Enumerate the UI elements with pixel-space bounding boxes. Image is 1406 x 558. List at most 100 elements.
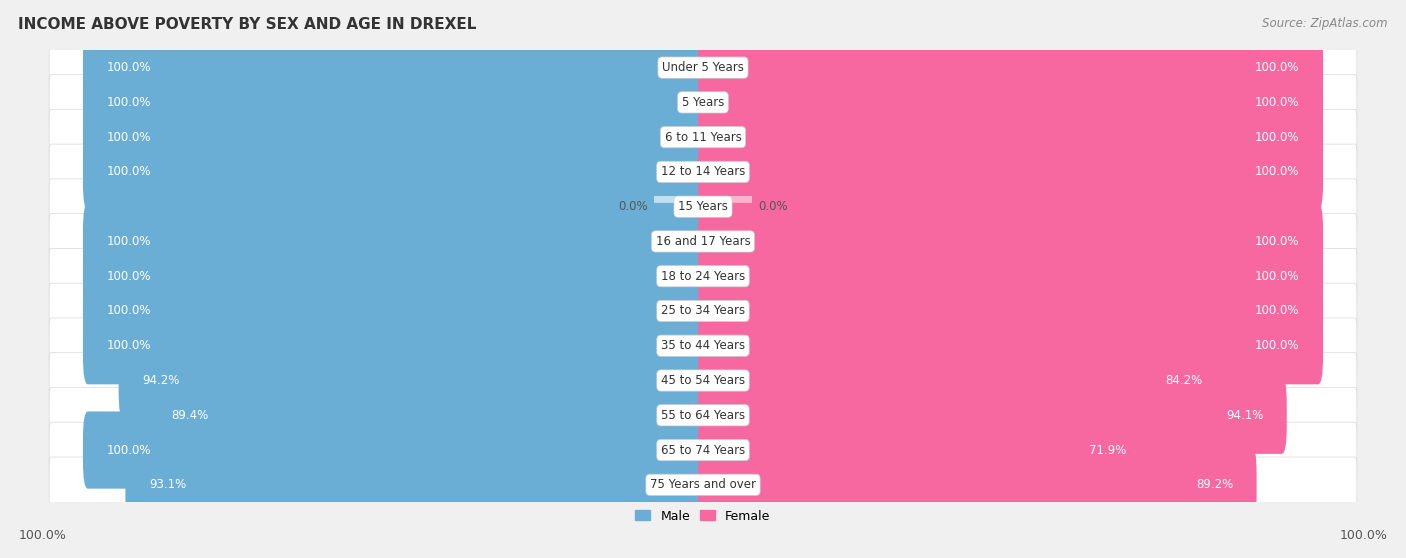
FancyBboxPatch shape xyxy=(49,318,1357,373)
Text: 18 to 24 Years: 18 to 24 Years xyxy=(661,270,745,283)
FancyBboxPatch shape xyxy=(697,99,1323,176)
FancyBboxPatch shape xyxy=(83,238,707,315)
Legend: Male, Female: Male, Female xyxy=(630,504,776,527)
FancyBboxPatch shape xyxy=(49,283,1357,339)
Bar xyxy=(703,300,1319,322)
FancyBboxPatch shape xyxy=(49,144,1357,200)
Text: 35 to 44 Years: 35 to 44 Years xyxy=(661,339,745,352)
Bar xyxy=(703,161,1319,182)
Bar xyxy=(153,405,703,426)
Bar xyxy=(703,196,752,218)
FancyBboxPatch shape xyxy=(148,377,707,454)
FancyBboxPatch shape xyxy=(49,353,1357,408)
FancyBboxPatch shape xyxy=(49,387,1357,443)
FancyBboxPatch shape xyxy=(697,377,1286,454)
Text: 0.0%: 0.0% xyxy=(758,200,787,213)
FancyBboxPatch shape xyxy=(49,248,1357,304)
Bar xyxy=(87,57,703,78)
FancyBboxPatch shape xyxy=(697,238,1323,315)
FancyBboxPatch shape xyxy=(83,307,707,384)
FancyBboxPatch shape xyxy=(49,422,1357,478)
Text: 100.0%: 100.0% xyxy=(1256,165,1299,179)
FancyBboxPatch shape xyxy=(83,29,707,106)
Text: 89.2%: 89.2% xyxy=(1197,478,1233,491)
Bar xyxy=(703,126,1319,148)
Text: 93.1%: 93.1% xyxy=(149,478,186,491)
Bar xyxy=(87,300,703,322)
FancyBboxPatch shape xyxy=(125,446,707,523)
Text: 100.0%: 100.0% xyxy=(107,270,150,283)
Text: 6 to 11 Years: 6 to 11 Years xyxy=(665,131,741,143)
FancyBboxPatch shape xyxy=(49,457,1357,513)
Text: 100.0%: 100.0% xyxy=(107,444,150,456)
Text: 100.0%: 100.0% xyxy=(1256,305,1299,318)
FancyBboxPatch shape xyxy=(697,29,1323,106)
FancyBboxPatch shape xyxy=(49,75,1357,130)
FancyBboxPatch shape xyxy=(49,214,1357,270)
Text: 100.0%: 100.0% xyxy=(107,339,150,352)
Bar xyxy=(703,57,1319,78)
Text: 100.0%: 100.0% xyxy=(107,165,150,179)
Bar xyxy=(703,230,1319,252)
Text: 100.0%: 100.0% xyxy=(107,61,150,74)
Bar xyxy=(703,474,1251,496)
Text: 75 Years and over: 75 Years and over xyxy=(650,478,756,491)
Text: 5 Years: 5 Years xyxy=(682,96,724,109)
Text: 100.0%: 100.0% xyxy=(107,235,150,248)
Bar xyxy=(87,161,703,182)
FancyBboxPatch shape xyxy=(697,272,1323,349)
Text: 100.0%: 100.0% xyxy=(1340,530,1388,542)
Text: 94.2%: 94.2% xyxy=(142,374,180,387)
Bar xyxy=(87,335,703,357)
FancyBboxPatch shape xyxy=(83,411,707,489)
Bar xyxy=(124,370,703,391)
FancyBboxPatch shape xyxy=(83,99,707,176)
FancyBboxPatch shape xyxy=(697,307,1323,384)
Bar xyxy=(703,92,1319,113)
Text: 100.0%: 100.0% xyxy=(1256,270,1299,283)
Text: 100.0%: 100.0% xyxy=(1256,235,1299,248)
Bar xyxy=(703,370,1220,391)
Text: 15 Years: 15 Years xyxy=(678,200,728,213)
Text: 71.9%: 71.9% xyxy=(1090,444,1126,456)
FancyBboxPatch shape xyxy=(83,133,707,210)
Bar xyxy=(703,405,1282,426)
FancyBboxPatch shape xyxy=(697,342,1226,419)
Bar xyxy=(703,335,1319,357)
Text: 100.0%: 100.0% xyxy=(107,131,150,143)
Text: 100.0%: 100.0% xyxy=(1256,131,1299,143)
Text: 100.0%: 100.0% xyxy=(107,96,150,109)
Text: Source: ZipAtlas.com: Source: ZipAtlas.com xyxy=(1263,17,1388,30)
Text: 100.0%: 100.0% xyxy=(107,305,150,318)
Text: 25 to 34 Years: 25 to 34 Years xyxy=(661,305,745,318)
Bar xyxy=(654,196,703,218)
Text: 12 to 14 Years: 12 to 14 Years xyxy=(661,165,745,179)
Bar xyxy=(703,266,1319,287)
Text: 16 and 17 Years: 16 and 17 Years xyxy=(655,235,751,248)
FancyBboxPatch shape xyxy=(49,40,1357,95)
Bar xyxy=(87,230,703,252)
Bar xyxy=(87,92,703,113)
FancyBboxPatch shape xyxy=(697,133,1323,210)
FancyBboxPatch shape xyxy=(118,342,707,419)
FancyBboxPatch shape xyxy=(83,272,707,349)
Text: Under 5 Years: Under 5 Years xyxy=(662,61,744,74)
FancyBboxPatch shape xyxy=(49,109,1357,165)
FancyBboxPatch shape xyxy=(83,203,707,280)
Bar xyxy=(87,266,703,287)
Text: INCOME ABOVE POVERTY BY SEX AND AGE IN DREXEL: INCOME ABOVE POVERTY BY SEX AND AGE IN D… xyxy=(18,17,477,32)
Text: 100.0%: 100.0% xyxy=(1256,339,1299,352)
Text: 65 to 74 Years: 65 to 74 Years xyxy=(661,444,745,456)
FancyBboxPatch shape xyxy=(83,64,707,141)
Text: 89.4%: 89.4% xyxy=(172,409,208,422)
Text: 0.0%: 0.0% xyxy=(619,200,648,213)
Bar xyxy=(703,439,1146,461)
Text: 100.0%: 100.0% xyxy=(18,530,66,542)
Text: 55 to 64 Years: 55 to 64 Years xyxy=(661,409,745,422)
FancyBboxPatch shape xyxy=(697,64,1323,141)
Bar xyxy=(87,439,703,461)
Text: 84.2%: 84.2% xyxy=(1166,374,1202,387)
Text: 94.1%: 94.1% xyxy=(1226,409,1264,422)
FancyBboxPatch shape xyxy=(697,446,1257,523)
Text: 45 to 54 Years: 45 to 54 Years xyxy=(661,374,745,387)
